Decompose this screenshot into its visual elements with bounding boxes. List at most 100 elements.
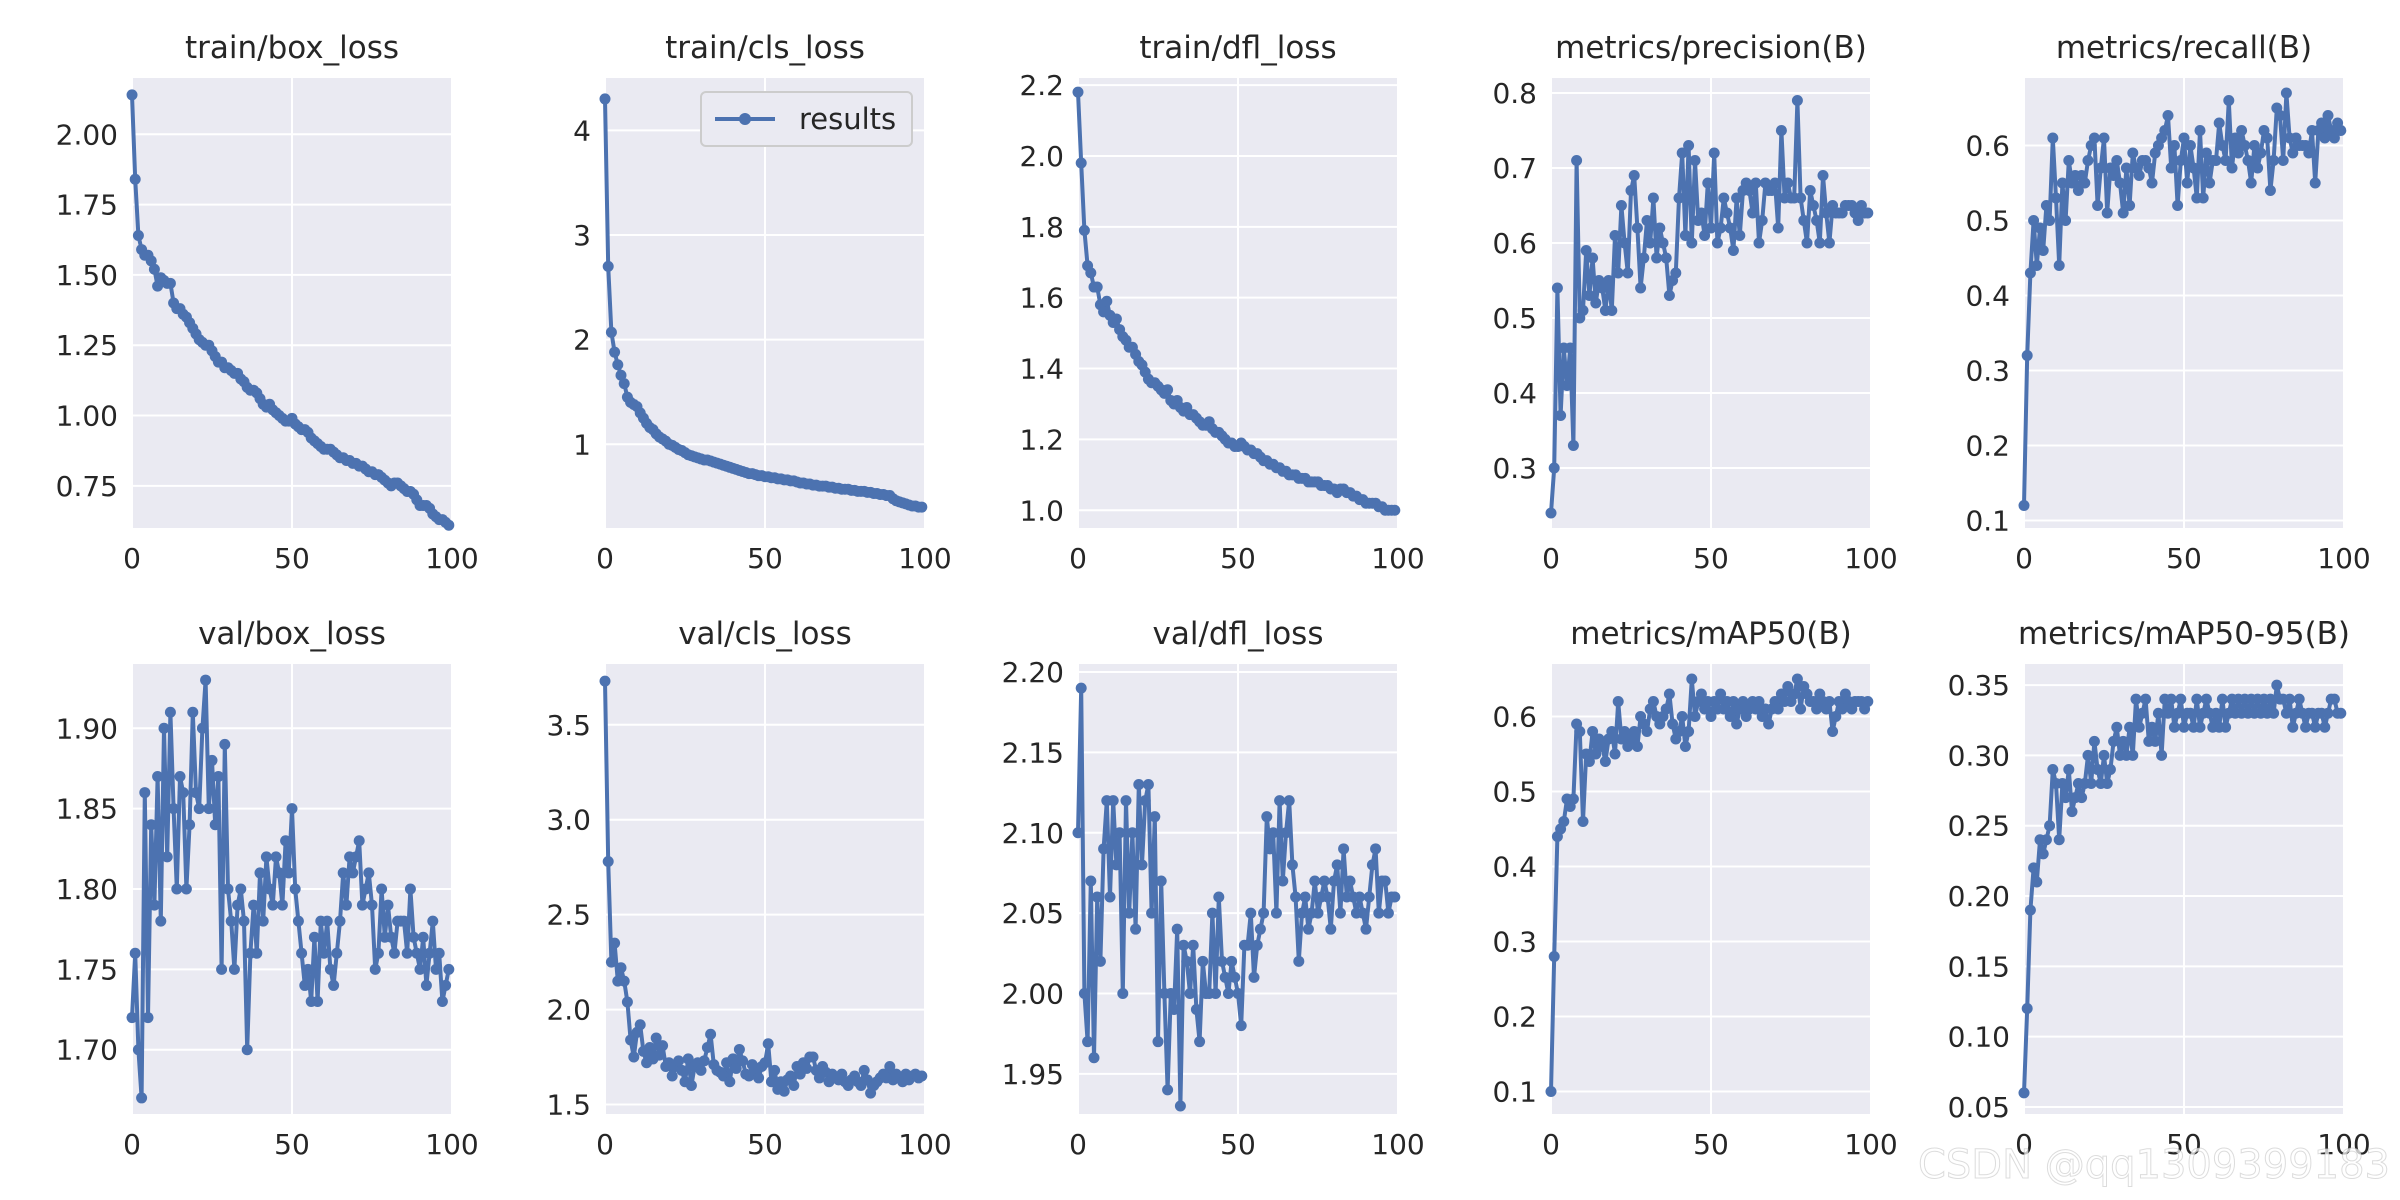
data-point — [2168, 140, 2180, 151]
data-point — [1222, 987, 1234, 999]
data-point — [1609, 230, 1621, 241]
data-point — [858, 1064, 870, 1076]
data-point — [129, 947, 141, 959]
data-point — [1293, 955, 1305, 967]
data-point — [1695, 207, 1707, 219]
data-point — [2322, 707, 2334, 719]
data-point — [168, 803, 180, 815]
data-point — [2268, 155, 2280, 166]
y-tick-label: 2.2 — [1019, 69, 1064, 102]
data-point — [1142, 779, 1154, 791]
chart-panel: 0 50 100 0.75 1.00 1.25 1.50 1.75 2.00 train/box_… — [56, 30, 479, 575]
data-point — [216, 963, 228, 975]
data-point — [1817, 170, 1829, 181]
y-tick-label: 0.10 — [1948, 1021, 2010, 1054]
data-point — [730, 1062, 742, 1074]
data-point — [1622, 267, 1634, 279]
data-point — [1702, 177, 1714, 189]
data-point — [129, 173, 141, 185]
data-point — [257, 915, 269, 927]
data-point — [376, 883, 388, 895]
data-point — [698, 1055, 710, 1067]
data-point — [1641, 726, 1653, 737]
y-tick-label: 0.35 — [1948, 669, 2010, 702]
data-point — [1094, 955, 1106, 967]
data-point — [2271, 679, 2283, 691]
data-point — [324, 963, 336, 975]
data-point — [427, 915, 439, 927]
data-point — [2085, 778, 2097, 790]
data-point — [142, 1012, 154, 1024]
data-point — [1641, 215, 1653, 226]
data-point — [312, 996, 324, 1007]
data-point — [238, 915, 250, 927]
data-point — [1107, 795, 1119, 807]
data-point — [2245, 177, 2257, 189]
data-point — [398, 915, 410, 927]
data-point — [260, 851, 272, 863]
data-point — [1836, 703, 1848, 715]
data-point — [1686, 237, 1698, 249]
data-point — [2280, 707, 2292, 719]
data-point — [1699, 230, 1711, 241]
data-point — [2261, 132, 2273, 144]
data-point — [1651, 252, 1663, 264]
data-point — [1168, 1004, 1180, 1016]
data-point — [219, 738, 231, 750]
data-point — [1229, 971, 1241, 983]
data-point — [2124, 721, 2136, 733]
data-point — [145, 819, 157, 831]
data-point — [602, 260, 614, 272]
data-point — [1296, 907, 1308, 919]
data-point — [1274, 795, 1286, 807]
chart-panel: 0 50 100 1.70 1.75 1.80 1.85 1.90 val/box_loss — [56, 616, 479, 1161]
data-point — [1130, 923, 1142, 935]
data-point — [340, 899, 352, 911]
data-point — [884, 1061, 896, 1073]
data-point — [2149, 735, 2161, 747]
y-tick-label: 0.5 — [1965, 205, 2010, 238]
data-point — [430, 963, 442, 975]
data-point — [2034, 222, 2046, 234]
data-point — [2335, 125, 2347, 136]
data-point — [1216, 955, 1228, 967]
data-point — [126, 89, 138, 101]
data-point — [1670, 267, 1682, 279]
data-point — [2216, 693, 2228, 705]
x-tick-label: 50 — [2166, 1128, 2202, 1161]
data-point — [602, 855, 614, 867]
data-point — [1823, 237, 1835, 249]
data-point — [139, 787, 151, 799]
x-tick-label: 100 — [1371, 1128, 1424, 1161]
data-point — [1389, 504, 1401, 516]
chart-panel: 0 50 100 0.1 0.2 0.3 0.4 0.5 0.6 metrics/mAP50(B) — [1492, 616, 1897, 1161]
data-point — [1567, 440, 1579, 451]
data-point — [267, 899, 279, 911]
data-point — [1798, 215, 1810, 226]
y-tick-label: 2 — [573, 324, 591, 357]
data-point — [2117, 207, 2129, 219]
data-point — [1724, 711, 1736, 722]
data-point — [1708, 147, 1720, 159]
data-point — [350, 851, 362, 863]
x-tick-label: 50 — [1693, 1128, 1729, 1161]
data-point — [1251, 939, 1263, 951]
data-point — [1599, 756, 1611, 767]
data-point — [1606, 726, 1618, 737]
data-point — [1571, 155, 1583, 166]
data-point — [1264, 843, 1276, 855]
data-point — [2226, 162, 2238, 174]
data-point — [724, 1076, 736, 1088]
chart-panel: 0 50 100 1.95 2.00 2.05 2.10 2.15 2.20 val/dfl_lo… — [1002, 616, 1425, 1161]
data-point — [2194, 125, 2206, 136]
data-point — [212, 771, 224, 782]
data-point — [2194, 721, 2206, 733]
data-point — [2303, 147, 2315, 159]
y-tick-label: 0.5 — [1492, 776, 1537, 809]
data-point — [676, 1064, 688, 1076]
y-tick-label: 0.2 — [1965, 430, 2010, 463]
data-point — [1657, 237, 1669, 249]
data-point — [155, 915, 167, 927]
data-point — [1149, 811, 1161, 823]
data-point — [1254, 923, 1266, 935]
